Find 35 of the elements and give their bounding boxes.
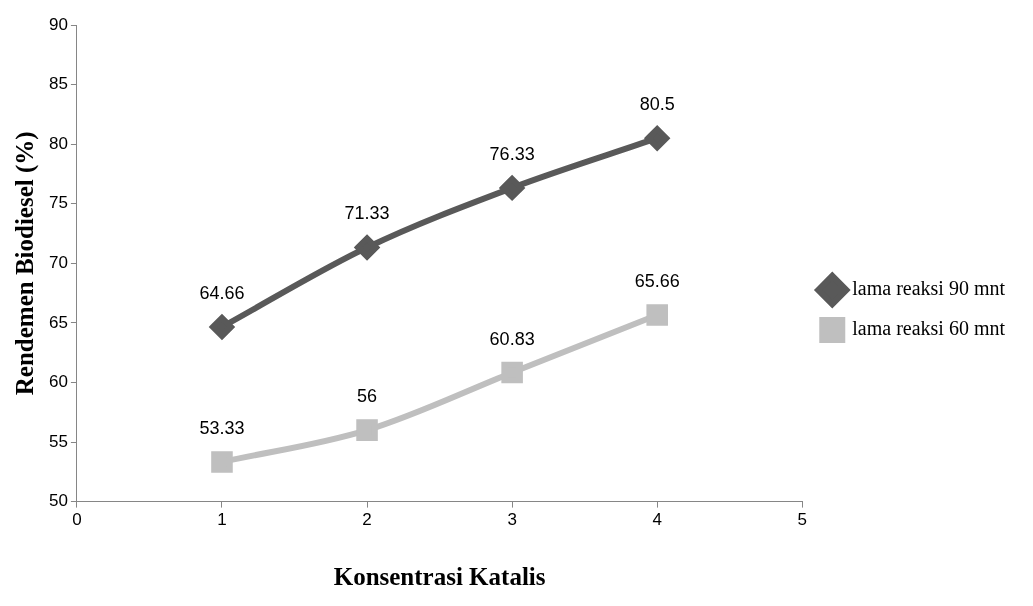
x-tick-label: 5 — [797, 510, 807, 530]
point — [209, 314, 234, 339]
x-tick-label: 1 — [217, 510, 227, 530]
y-tick-label: 65 — [48, 312, 68, 332]
y-tick-label: 55 — [48, 431, 68, 451]
y-tick-label: 80 — [48, 133, 68, 153]
data-label: 71.33 — [344, 203, 390, 224]
x-tick-label: 2 — [362, 510, 372, 530]
point — [211, 451, 233, 473]
data-label: 53.33 — [199, 417, 245, 438]
legend-label: lama reaksi 60 mnt — [852, 317, 1006, 340]
y-tick-label: 75 — [48, 193, 68, 213]
y-tick-label: 60 — [48, 372, 68, 392]
data-label: 76.33 — [489, 143, 535, 164]
y-tick-label: 85 — [48, 74, 68, 94]
x-axis-title: Konsentrasi Katalis — [333, 563, 546, 591]
data-label: 80.5 — [639, 94, 675, 115]
data-label: 64.66 — [199, 282, 245, 303]
data-label: 60.83 — [489, 328, 535, 349]
y-axis-title: Rendemen Biodiesel (%) — [11, 131, 40, 396]
x-tick-label: 4 — [652, 510, 662, 530]
point — [356, 419, 378, 441]
point — [355, 235, 380, 260]
legend-label: lama reaksi 90 mnt — [852, 277, 1006, 300]
point — [646, 304, 668, 326]
y-tick-label: 90 — [48, 14, 68, 34]
point — [500, 175, 525, 200]
y-tick-label: 70 — [48, 252, 68, 272]
x-tick-label: 0 — [72, 510, 82, 530]
data-label: 56 — [357, 386, 378, 407]
data-label: 65.66 — [634, 270, 680, 291]
x-tick-label: 3 — [507, 510, 517, 530]
y-tick-label: 50 — [48, 491, 68, 511]
point — [501, 361, 523, 384]
point — [645, 126, 670, 151]
